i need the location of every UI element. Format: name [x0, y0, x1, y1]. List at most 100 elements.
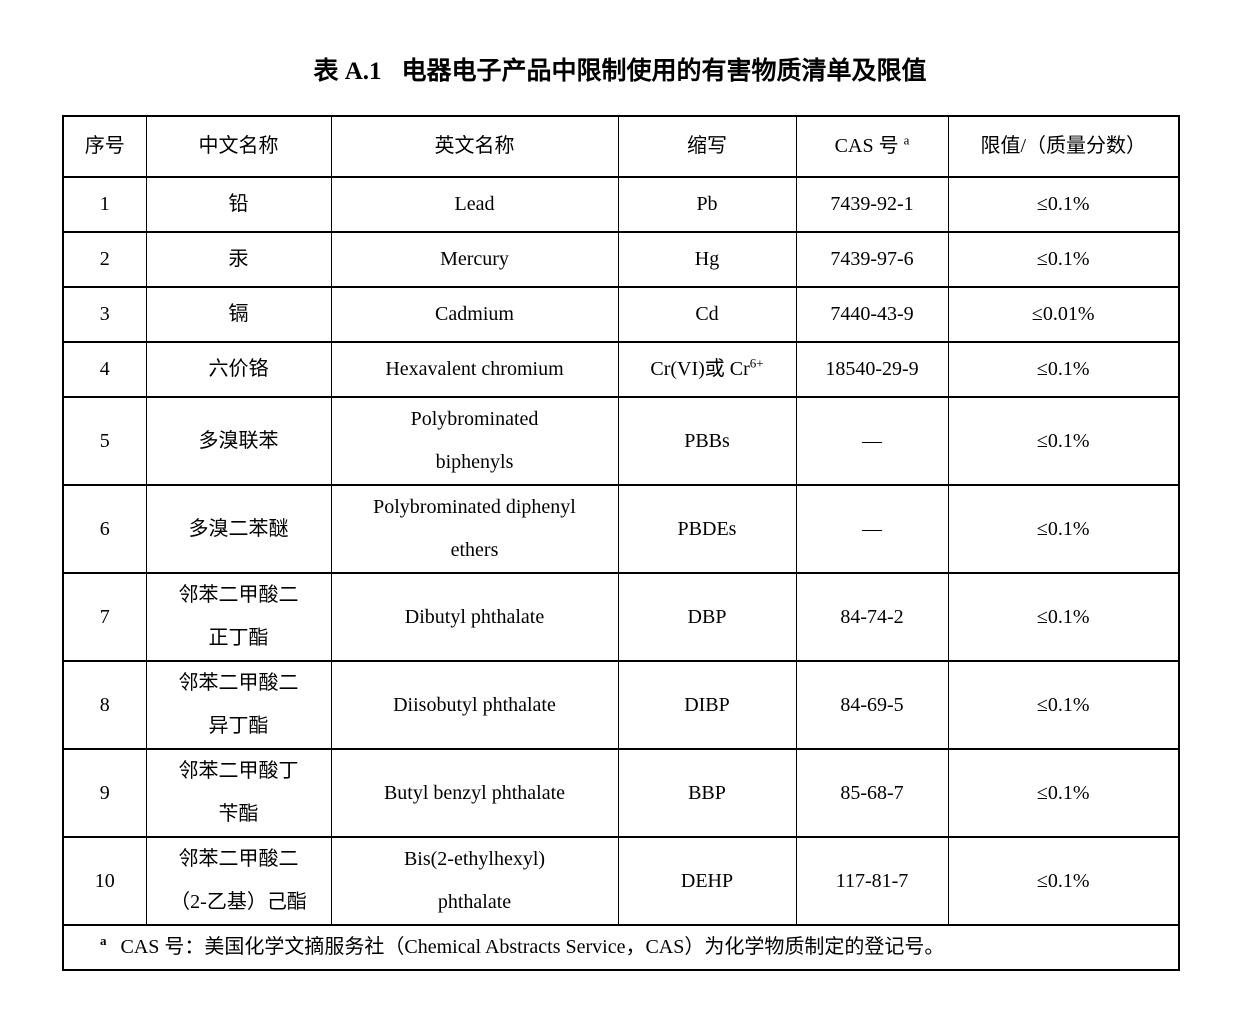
table-row: 7 邻苯二甲酸二 正丁酯 Dibutyl phthalate DBP 84-74-… [62, 572, 1180, 662]
cell-cn-name: 汞 [145, 231, 332, 288]
cell-text: Diisobutyl phthalate [393, 693, 556, 716]
cell-abbr: BBP [617, 748, 797, 838]
footnote-superscript: a [100, 933, 107, 949]
table-row: 3 镉 Cadmium Cd 7440-43-9 ≤0.01% [62, 286, 1180, 343]
cell-text: 117-81-7 [835, 869, 909, 892]
cell-cas: 84-69-5 [795, 660, 949, 750]
cell-footnote: a CAS 号：美国化学文摘服务社（Chemical Abstracts Serv… [62, 924, 1180, 971]
cell-cn-name: 铅 [145, 176, 332, 233]
cell-text: 7 [99, 605, 110, 628]
cell-text: 多溴二苯醚 [188, 517, 289, 540]
cell-no: 10 [62, 836, 147, 926]
cell-text: 邻苯二甲酸二 [178, 848, 299, 870]
cell-no: 1 [62, 176, 147, 233]
cell-text: 2 [99, 248, 110, 270]
cell-limit: ≤0.1% [947, 660, 1180, 750]
cell-abbr: Cr(VI)或 Cr6+ [617, 341, 797, 398]
cell-text: phthalate [437, 891, 512, 913]
col-header-cn-name: 中文名称 [145, 115, 332, 178]
cell-cn-name: 邻苯二甲酸二 异丁酯 [145, 660, 332, 750]
cell-abbr: DEHP [617, 836, 797, 926]
cell-text: DIBP [684, 693, 730, 716]
cell-text: 6 [99, 517, 110, 540]
cell-text: 3 [99, 303, 110, 325]
table-title-text: 电器电子产品中限制使用的有害物质清单及限值 [401, 58, 927, 85]
cell-text: 镉 [228, 303, 249, 325]
hazardous-substances-table: 序号 中文名称 英文名称 缩写 CAS 号 a 限值/（质量分数） 1 铅 Le… [62, 115, 1180, 971]
cell-en-name: Butyl benzyl phthalate [330, 748, 619, 838]
cell-text: （2-乙基）己酯 [170, 891, 307, 913]
table-header-row: 序号 中文名称 英文名称 缩写 CAS 号 a 限值/（质量分数） [62, 115, 1180, 178]
col-header-en-name: 英文名称 [330, 115, 619, 178]
cell-abbr: PBDEs [617, 484, 797, 574]
col-header-limit: 限值/（质量分数） [947, 115, 1180, 178]
cell-text: 多溴联苯 [198, 429, 279, 452]
cell-text: PBDEs [677, 517, 737, 540]
cell-text: Pb [696, 193, 718, 215]
cell-text: — [862, 429, 882, 452]
cell-en-name: Mercury [330, 231, 619, 288]
cell-limit: ≤0.1% [947, 484, 1180, 574]
cell-text: ≤0.1% [1036, 248, 1090, 270]
cell-text: ≤0.1% [1036, 605, 1090, 628]
col-header-abbr: 缩写 [617, 115, 797, 178]
table-row: 5 多溴联苯 Polybrominated biphenyls PBBs — ≤0… [62, 396, 1180, 486]
cell-text: ethers [450, 539, 499, 561]
cell-cas: 18540-29-9 [795, 341, 949, 398]
cell-cas: 117-81-7 [795, 836, 949, 926]
cell-en-name: Polybrominated diphenyl ethers [330, 484, 619, 574]
cell-text: Mercury [440, 248, 509, 270]
cell-text: 邻苯二甲酸二 [178, 672, 299, 694]
cell-text: 正丁酯 [208, 627, 269, 649]
footnote-text: CAS 号：美国化学文摘服务社（Chemical Abstracts Servi… [120, 936, 945, 958]
cell-text: 7439-92-1 [830, 193, 914, 215]
document-body: 表 A.1 电器电子产品中限制使用的有害物质清单及限值 序号 中文名称 英文名称 … [62, 55, 1180, 971]
cell-cn-name: 邻苯二甲酸二 正丁酯 [145, 572, 332, 662]
cell-cn-name: 邻苯二甲酸丁 苄酯 [145, 748, 332, 838]
table-row: 9 邻苯二甲酸丁 苄酯 Butyl benzyl phthalate BBP 85… [62, 748, 1180, 838]
cell-text: 8 [99, 693, 110, 716]
cell-cas: 7439-92-1 [795, 176, 949, 233]
col-header-cn-name-label: 中文名称 [198, 135, 279, 157]
cell-text: 5 [99, 429, 110, 452]
cell-cn-name: 邻苯二甲酸二 （2-乙基）己酯 [145, 836, 332, 926]
cell-text: 4 [99, 358, 110, 380]
cell-text: Cadmium [435, 303, 514, 325]
cell-abbr: Pb [617, 176, 797, 233]
cell-no: 9 [62, 748, 147, 838]
cell-cas: — [795, 484, 949, 574]
cell-text: ≤0.01% [1031, 303, 1095, 325]
cell-cas: 7439-97-6 [795, 231, 949, 288]
col-header-en-name-label: 英文名称 [434, 135, 515, 157]
cell-abbr: Cd [617, 286, 797, 343]
cell-text: 84-69-5 [840, 693, 904, 716]
col-header-cas: CAS 号 a [795, 115, 949, 178]
cell-text: 铅 [228, 193, 249, 215]
cell-text: DBP [687, 605, 727, 628]
cell-limit: ≤0.1% [947, 396, 1180, 486]
cell-text: Polybrominated diphenyl [373, 496, 576, 518]
cell-text: ≤0.1% [1036, 193, 1090, 215]
cell-cn-name: 多溴二苯醚 [145, 484, 332, 574]
cell-text: Bis(2-ethylhexyl) [403, 848, 546, 870]
table-title-label: 表 A.1 [313, 58, 382, 85]
cell-en-name: Diisobutyl phthalate [330, 660, 619, 750]
cell-text: BBP [688, 781, 726, 804]
cell-limit: ≤0.1% [947, 341, 1180, 398]
cell-text: 1 [99, 193, 110, 215]
table-title: 表 A.1 电器电子产品中限制使用的有害物质清单及限值 [62, 55, 1178, 89]
cell-text: Butyl benzyl phthalate [383, 781, 566, 804]
cell-text: Lead [454, 193, 495, 215]
col-header-cas-superscript: a [903, 132, 910, 148]
cell-text: 84-74-2 [840, 605, 904, 628]
cell-abbr: Hg [617, 231, 797, 288]
table-row: 2 汞 Mercury Hg 7439-97-6 ≤0.1% [62, 231, 1180, 288]
cell-text: Cr(VI)或 Cr [650, 358, 750, 380]
cell-cn-name: 六价铬 [145, 341, 332, 398]
cell-abbr: DIBP [617, 660, 797, 750]
cell-text: Polybrominated [410, 408, 539, 430]
cell-text: 18540-29-9 [825, 358, 919, 380]
cell-limit: ≤0.01% [947, 286, 1180, 343]
cell-abbr: PBBs [617, 396, 797, 486]
cell-cn-name: 多溴联苯 [145, 396, 332, 486]
